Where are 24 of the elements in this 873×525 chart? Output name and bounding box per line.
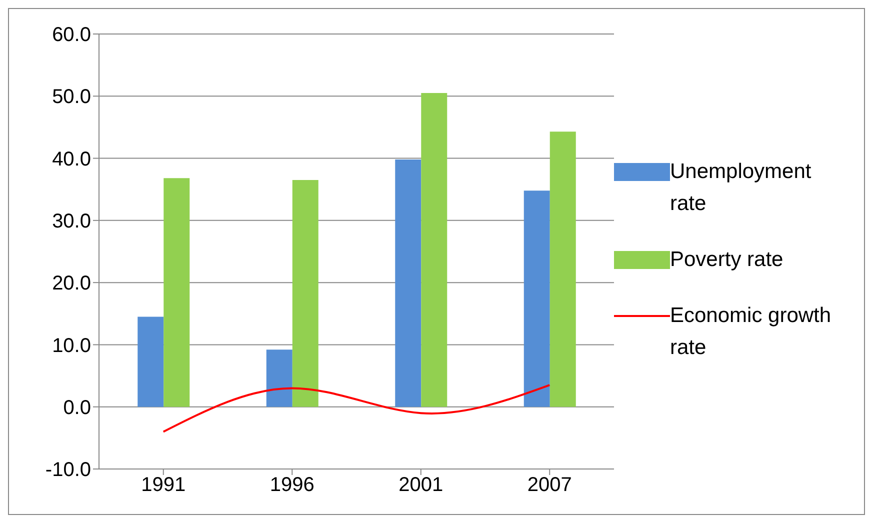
legend-label: Poverty rate (670, 246, 784, 272)
x-tick-label: 1991 (141, 474, 186, 496)
bar (266, 350, 292, 407)
y-tick-label: 50.0 (52, 86, 91, 108)
y-tick-label: 60.0 (52, 24, 91, 46)
y-tick-label: 30.0 (52, 210, 91, 233)
y-tick-label: 10.0 (52, 334, 91, 357)
line-series (162, 384, 551, 433)
bar (550, 132, 576, 407)
bar (164, 178, 190, 407)
legend-label: Unemployment rate (670, 158, 812, 216)
bar (292, 180, 318, 407)
bar (395, 160, 422, 407)
legend-label: Economic growth rate (670, 302, 832, 360)
bar (138, 316, 164, 407)
y-tick-label: 0.0 (63, 396, 91, 419)
x-tick-label: 1996 (270, 474, 314, 496)
bar (524, 190, 550, 407)
x-tick-label: 2007 (527, 474, 572, 496)
x-tick-label: 2001 (398, 474, 444, 496)
y-tick-label: 20.0 (52, 272, 91, 295)
y-tick-label: 40.0 (52, 148, 91, 170)
bar (421, 93, 448, 407)
y-tick-label: -10.0 (45, 459, 91, 482)
